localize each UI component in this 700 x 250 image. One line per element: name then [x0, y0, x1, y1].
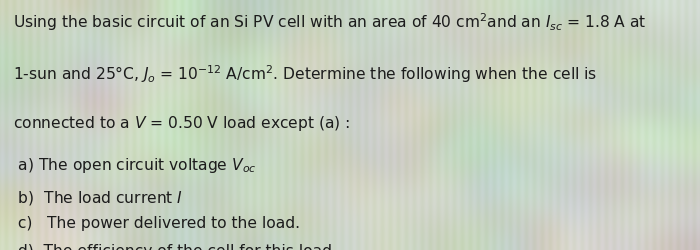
Text: c)   The power delivered to the load.: c) The power delivered to the load.: [13, 216, 300, 231]
Text: connected to a $V$ = 0.50 V load except (a) :: connected to a $V$ = 0.50 V load except …: [13, 114, 350, 133]
Text: d)  The efficiency of the cell for this load.: d) The efficiency of the cell for this l…: [13, 244, 337, 250]
Text: b)  The load current $I$: b) The load current $I$: [13, 189, 183, 207]
Text: Using the basic circuit of an Si PV cell with an area of 40 cm$^{2}$and an $I_{s: Using the basic circuit of an Si PV cell…: [13, 11, 646, 33]
Text: 1-sun and 25°C, $J_{o}$ = 10$^{-12}$ A/cm$^{2}$. Determine the following when th: 1-sun and 25°C, $J_{o}$ = 10$^{-12}$ A/c…: [13, 64, 597, 86]
Text: a) The open circuit voltage $V_{oc}$: a) The open circuit voltage $V_{oc}$: [13, 156, 256, 175]
